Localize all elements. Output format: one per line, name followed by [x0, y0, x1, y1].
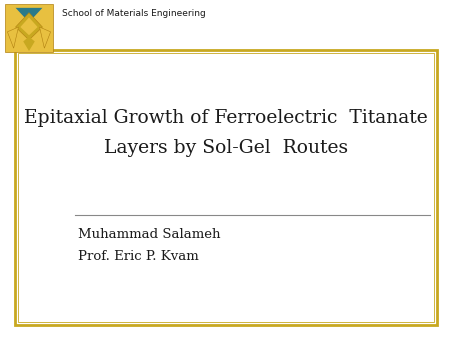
- Bar: [18, 53, 434, 322]
- Polygon shape: [40, 27, 50, 48]
- Text: Epitaxial Growth of Ferroelectric  Titanate: Epitaxial Growth of Ferroelectric Titana…: [24, 109, 428, 127]
- Text: Layers by Sol-Gel  Routes: Layers by Sol-Gel Routes: [104, 139, 348, 157]
- Polygon shape: [20, 18, 38, 35]
- Text: Prof. Eric P. Kvam: Prof. Eric P. Kvam: [78, 249, 199, 263]
- Text: Muhammad Salameh: Muhammad Salameh: [78, 227, 220, 241]
- Polygon shape: [5, 4, 53, 52]
- Polygon shape: [7, 27, 18, 48]
- Bar: [15, 50, 437, 325]
- Polygon shape: [23, 37, 35, 51]
- Polygon shape: [16, 13, 42, 40]
- Polygon shape: [16, 8, 42, 22]
- Text: School of Materials Engineering: School of Materials Engineering: [62, 9, 206, 19]
